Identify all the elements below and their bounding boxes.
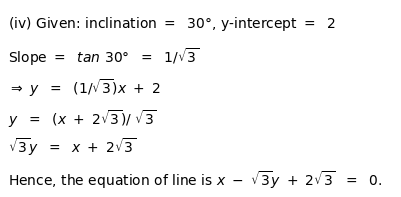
Text: Hence, the equation of line is $x\ -\ \sqrt{3}y\ +\ 2\sqrt{3}\ \ =\ \ 0.$: Hence, the equation of line is $x\ -\ \s… (8, 169, 383, 191)
Text: (iv) Given: inclination $=\ \ 30°$, y-intercept $=\ \ 2$: (iv) Given: inclination $=\ \ 30°$, y-in… (8, 15, 336, 33)
Text: $\Rightarrow\ y\ \ =\ \ (1/\sqrt{3})x\ +\ 2$: $\Rightarrow\ y\ \ =\ \ (1/\sqrt{3})x\ +… (8, 77, 161, 99)
Text: Slope $=\ \ \mathit{tan}\ 30°\ \ =\ \ 1/\sqrt{3}$: Slope $=\ \ \mathit{tan}\ 30°\ \ =\ \ 1/… (8, 46, 199, 68)
Text: $y\ \ =\ \ (x\ +\ 2\sqrt{3})/\ \sqrt{3}$: $y\ \ =\ \ (x\ +\ 2\sqrt{3})/\ \sqrt{3}$ (8, 108, 157, 130)
Text: $\sqrt{3}y\ \ =\ \ x\ +\ 2\sqrt{3}$: $\sqrt{3}y\ \ =\ \ x\ +\ 2\sqrt{3}$ (8, 136, 136, 158)
